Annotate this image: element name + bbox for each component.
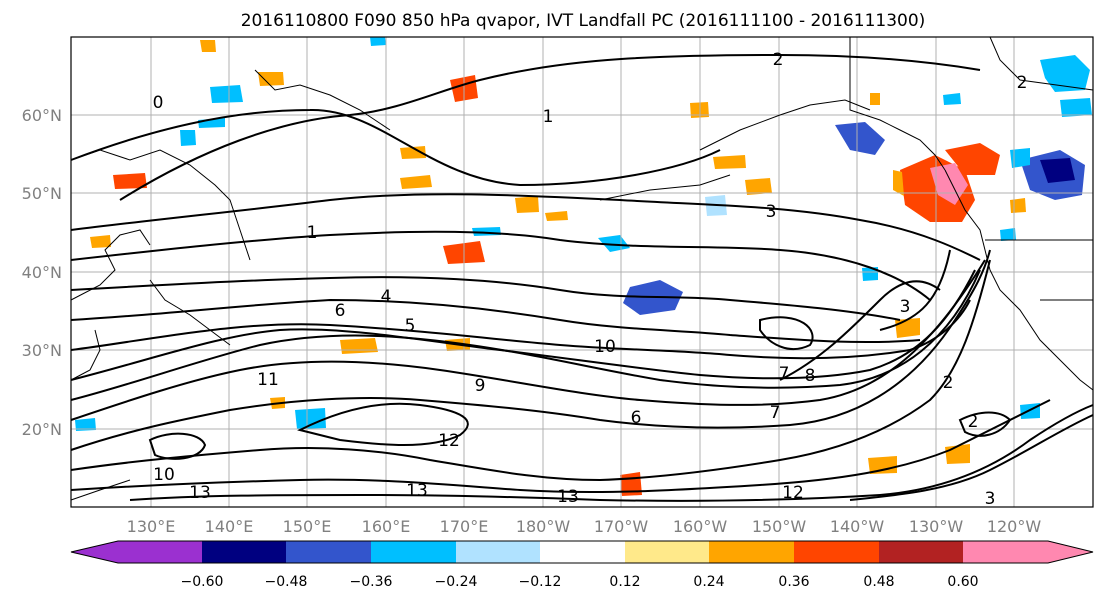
lat-label: 50°N — [22, 184, 62, 203]
colorbar-tick-label: 0.24 — [693, 574, 724, 590]
map-title: 2016110800 F090 850 hPa qvapor, IVT Land… — [241, 11, 926, 31]
colorbar-segment — [879, 541, 963, 563]
colorbar-outline — [70, 540, 1094, 564]
lon-label: 120°W — [987, 517, 1042, 536]
latitude-labels: 20°N 30°N 40°N 50°N 60°N — [22, 106, 62, 439]
lon-label: 180°W — [516, 517, 571, 536]
colorbar: −0.60 −0.48 −0.36 −0.24 −0.12 0.12 0.24 … — [70, 540, 1094, 590]
colorbar-segment — [794, 541, 879, 563]
contour-label: 1 — [307, 223, 318, 243]
lon-label: 150°E — [283, 517, 332, 536]
map-panel: 2 2 1 1 0 3 4 5 6 7 8 9 10 11 12 13 13 1… — [70, 36, 1094, 509]
lat-label: 20°N — [22, 420, 62, 439]
contour-label: 11 — [257, 370, 279, 390]
contour-label: 2 — [773, 50, 784, 70]
contour-label: 6 — [631, 408, 642, 428]
coastlines — [70, 36, 1094, 501]
colorbar-segment — [118, 541, 202, 563]
lat-label: 30°N — [22, 341, 62, 360]
contour-label: 12 — [782, 483, 804, 503]
contour-label: 12 — [438, 431, 460, 451]
contour-label: 1 — [543, 107, 554, 127]
colorbar-segment — [286, 541, 371, 563]
colorbar-low-extension — [71, 541, 118, 563]
colorbar-segment — [625, 541, 709, 563]
contour-label: 13 — [406, 481, 428, 501]
colorbar-segment — [709, 541, 794, 563]
colorbar-tick-label: 0.36 — [778, 574, 809, 590]
contour-label: 7 — [779, 364, 790, 384]
colorbar-high-extension — [1048, 541, 1093, 563]
lon-label: 170°W — [594, 517, 649, 536]
colorbar-segment — [540, 541, 625, 563]
contour-label: 6 — [335, 301, 346, 321]
lon-label: 160°E — [362, 517, 411, 536]
contour-label: 4 — [381, 287, 392, 307]
contour-label: 8 — [805, 366, 816, 386]
lon-label: 140°E — [205, 517, 254, 536]
colorbar-tick-label: 0.12 — [609, 574, 640, 590]
contour-label: 13 — [189, 483, 211, 503]
colorbar-tick-label: −0.36 — [350, 574, 393, 590]
contour-label: 9 — [475, 376, 486, 396]
lat-label: 60°N — [22, 106, 62, 125]
colorbar-tick-label: −0.24 — [435, 574, 478, 590]
colorbar-segment — [456, 541, 540, 563]
contour-label: 2 — [943, 373, 954, 393]
contour-label: 2 — [968, 412, 979, 432]
colorbar-tick-label: −0.60 — [181, 574, 224, 590]
ivt-contours — [70, 53, 1094, 502]
contour-labels: 2 2 1 1 0 3 4 5 6 7 8 9 10 11 12 13 13 1… — [153, 50, 1028, 509]
colorbar-tick-label: −0.48 — [265, 574, 308, 590]
lat-label: 40°N — [22, 263, 62, 282]
contour-label: 13 — [557, 487, 579, 507]
colorbar-tick-label: −0.12 — [519, 574, 562, 590]
contour-label: 5 — [405, 316, 416, 336]
contour-label: 0 — [153, 93, 164, 113]
lon-label: 130°W — [909, 517, 964, 536]
lon-label: 140°W — [830, 517, 885, 536]
colorbar-tick-label: 0.48 — [863, 574, 894, 590]
colorbar-segment — [371, 541, 456, 563]
contour-label: 3 — [766, 202, 777, 222]
contour-label: 7 — [770, 403, 781, 423]
lon-label: 160°W — [673, 517, 728, 536]
lon-label: 170°E — [440, 517, 489, 536]
contour-label: 3 — [900, 297, 911, 317]
contour-label: 3 — [985, 489, 996, 509]
map-border — [70, 36, 1094, 508]
colorbar-segment — [963, 541, 1048, 563]
contour-label: 10 — [594, 337, 616, 357]
contour-label: 10 — [153, 465, 175, 485]
lon-label: 150°W — [752, 517, 807, 536]
colorbar-segment — [202, 541, 286, 563]
lon-label: 130°E — [127, 517, 176, 536]
contour-label: 2 — [1017, 73, 1028, 93]
colorbar-tick-label: 0.60 — [947, 574, 978, 590]
longitude-labels: 130°E 140°E 150°E 160°E 170°E 180°W 170°… — [127, 517, 1042, 536]
